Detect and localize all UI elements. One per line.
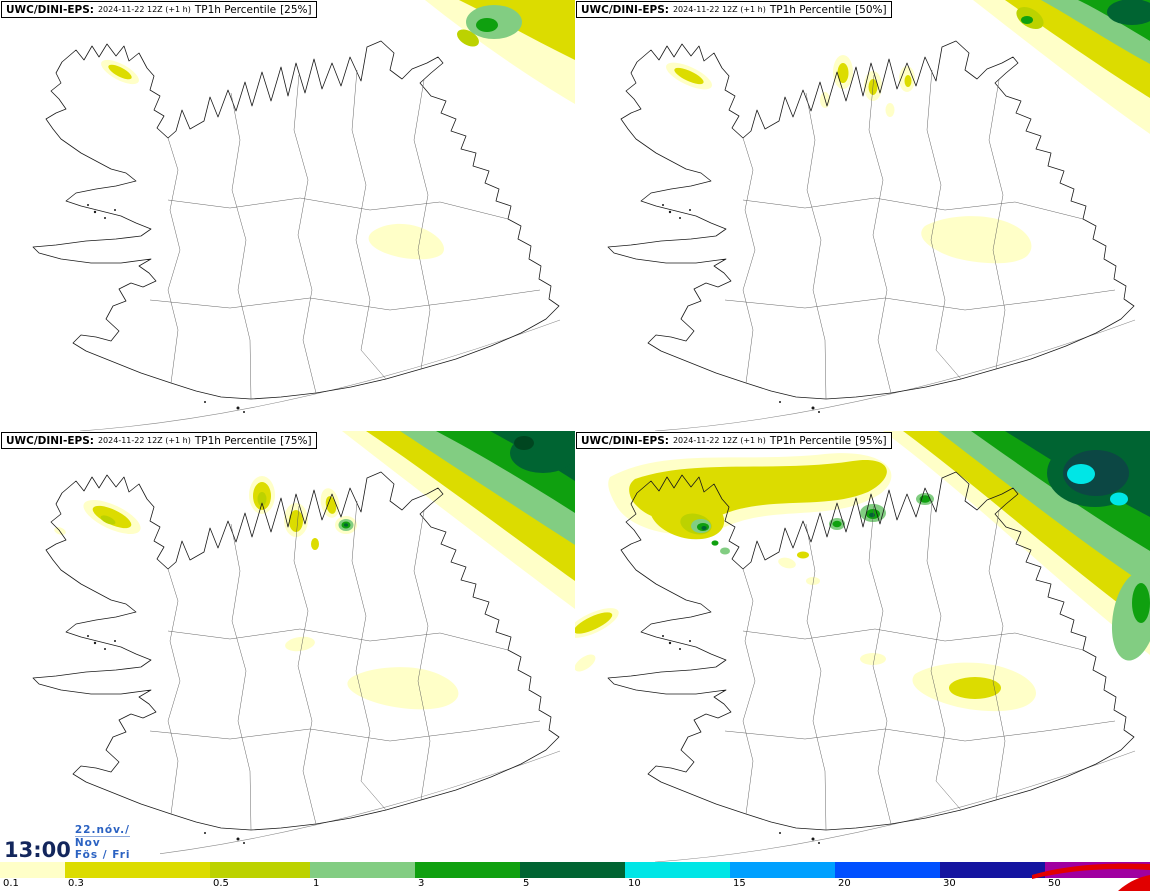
- parameter-name: TP1h Percentile: [194, 3, 277, 16]
- iceland-map-95: [575, 431, 1150, 862]
- colorbar-segment: [520, 862, 625, 878]
- date-month-en: Nov: [74, 837, 101, 849]
- precip-overlay-25: [101, 0, 575, 260]
- iceland-map-50: [607, 0, 1150, 431]
- colorbar-segment: [210, 862, 310, 878]
- model-name: UWC/DINI-EPS:: [6, 3, 94, 16]
- colorbar-labels: 0.1 0.3 0.5 1 3 5 10 15 20 30 50: [0, 878, 1150, 891]
- colorbar-label: 15: [733, 878, 746, 889]
- time-display[interactable]: 13:00: [4, 838, 71, 862]
- model-name: UWC/DINI-EPS:: [581, 3, 669, 16]
- parameter-name: TP1h Percentile: [769, 3, 852, 16]
- run-info: 2024-11-22 12Z (+1 h): [97, 436, 191, 445]
- colorbar-segment: [310, 862, 415, 878]
- panel-title-50: UWC/DINI-EPS: 2024-11-22 12Z (+1 h) TP1h…: [576, 1, 892, 18]
- colorbar-segment: [835, 862, 940, 878]
- parameter-name: TP1h Percentile: [194, 434, 277, 447]
- colorbar-segment: [730, 862, 835, 878]
- run-info: 2024-11-22 12Z (+1 h): [97, 5, 191, 14]
- precipitation-colorbar: 0.1 0.3 0.5 1 3 5 10 15 20 30 50: [0, 862, 1150, 891]
- panel-title-95: UWC/DINI-EPS: 2024-11-22 12Z (+1 h) TP1h…: [576, 432, 892, 449]
- colorbar-label: 0.5: [213, 878, 229, 889]
- red-arc-decoration: [1032, 863, 1150, 891]
- model-name: UWC/DINI-EPS:: [581, 434, 669, 447]
- colorbar-label: 3: [418, 878, 425, 889]
- run-info: 2024-11-22 12Z (+1 h): [672, 436, 766, 445]
- percentile-badge: [50%]: [855, 3, 887, 16]
- colorbar-segment: [625, 862, 730, 878]
- colorbar-label: 30: [943, 878, 956, 889]
- date-display: 22.nóv./ Nov Fös / Fri: [74, 824, 131, 862]
- iceland-map-25: [32, 0, 575, 431]
- time-footer-widget: 13:00 22.nóv./ Nov Fös / Fri: [0, 823, 160, 862]
- precip-overlay-75: [54, 431, 575, 710]
- panel-grid: UWC/DINI-EPS: 2024-11-22 12Z (+1 h) TP1h…: [0, 0, 1150, 862]
- precip-overlay-50: [666, 0, 1150, 264]
- run-info: 2024-11-22 12Z (+1 h): [672, 5, 766, 14]
- percentile-badge: [95%]: [855, 434, 887, 447]
- iceland-map-75: [32, 431, 575, 862]
- panel-percentile-25: UWC/DINI-EPS: 2024-11-22 12Z (+1 h) TP1h…: [0, 0, 575, 431]
- panel-percentile-75: UWC/DINI-EPS: 2024-11-22 12Z (+1 h) TP1h…: [0, 431, 575, 862]
- colorbar-segment: [0, 862, 65, 878]
- precip-overlay-95: [575, 431, 1150, 712]
- colorbar-label: 0.1: [3, 878, 19, 889]
- colorbar-label: 20: [838, 878, 851, 889]
- colorbar-segment: [65, 862, 210, 878]
- panel-title-25: UWC/DINI-EPS: 2024-11-22 12Z (+1 h) TP1h…: [1, 1, 317, 18]
- colorbar-label: 0.3: [68, 878, 84, 889]
- date-weekday: Fös / Fri: [74, 849, 131, 861]
- colorbar-segment: [940, 862, 1045, 878]
- percentile-badge: [25%]: [280, 3, 312, 16]
- colorbar-segments: [0, 862, 1150, 878]
- colorbar-segment: [415, 862, 520, 878]
- percentile-badge: [75%]: [280, 434, 312, 447]
- model-name: UWC/DINI-EPS:: [6, 434, 94, 447]
- colorbar-label: 5: [523, 878, 530, 889]
- colorbar-label: 50: [1048, 878, 1061, 889]
- parameter-name: TP1h Percentile: [769, 434, 852, 447]
- panel-percentile-50: UWC/DINI-EPS: 2024-11-22 12Z (+1 h) TP1h…: [575, 0, 1150, 431]
- panel-percentile-95: UWC/DINI-EPS: 2024-11-22 12Z (+1 h) TP1h…: [575, 431, 1150, 862]
- date-local: 22.nóv./: [74, 824, 130, 837]
- colorbar-label: 10: [628, 878, 641, 889]
- panel-title-75: UWC/DINI-EPS: 2024-11-22 12Z (+1 h) TP1h…: [1, 432, 317, 449]
- colorbar-label: 1: [313, 878, 320, 889]
